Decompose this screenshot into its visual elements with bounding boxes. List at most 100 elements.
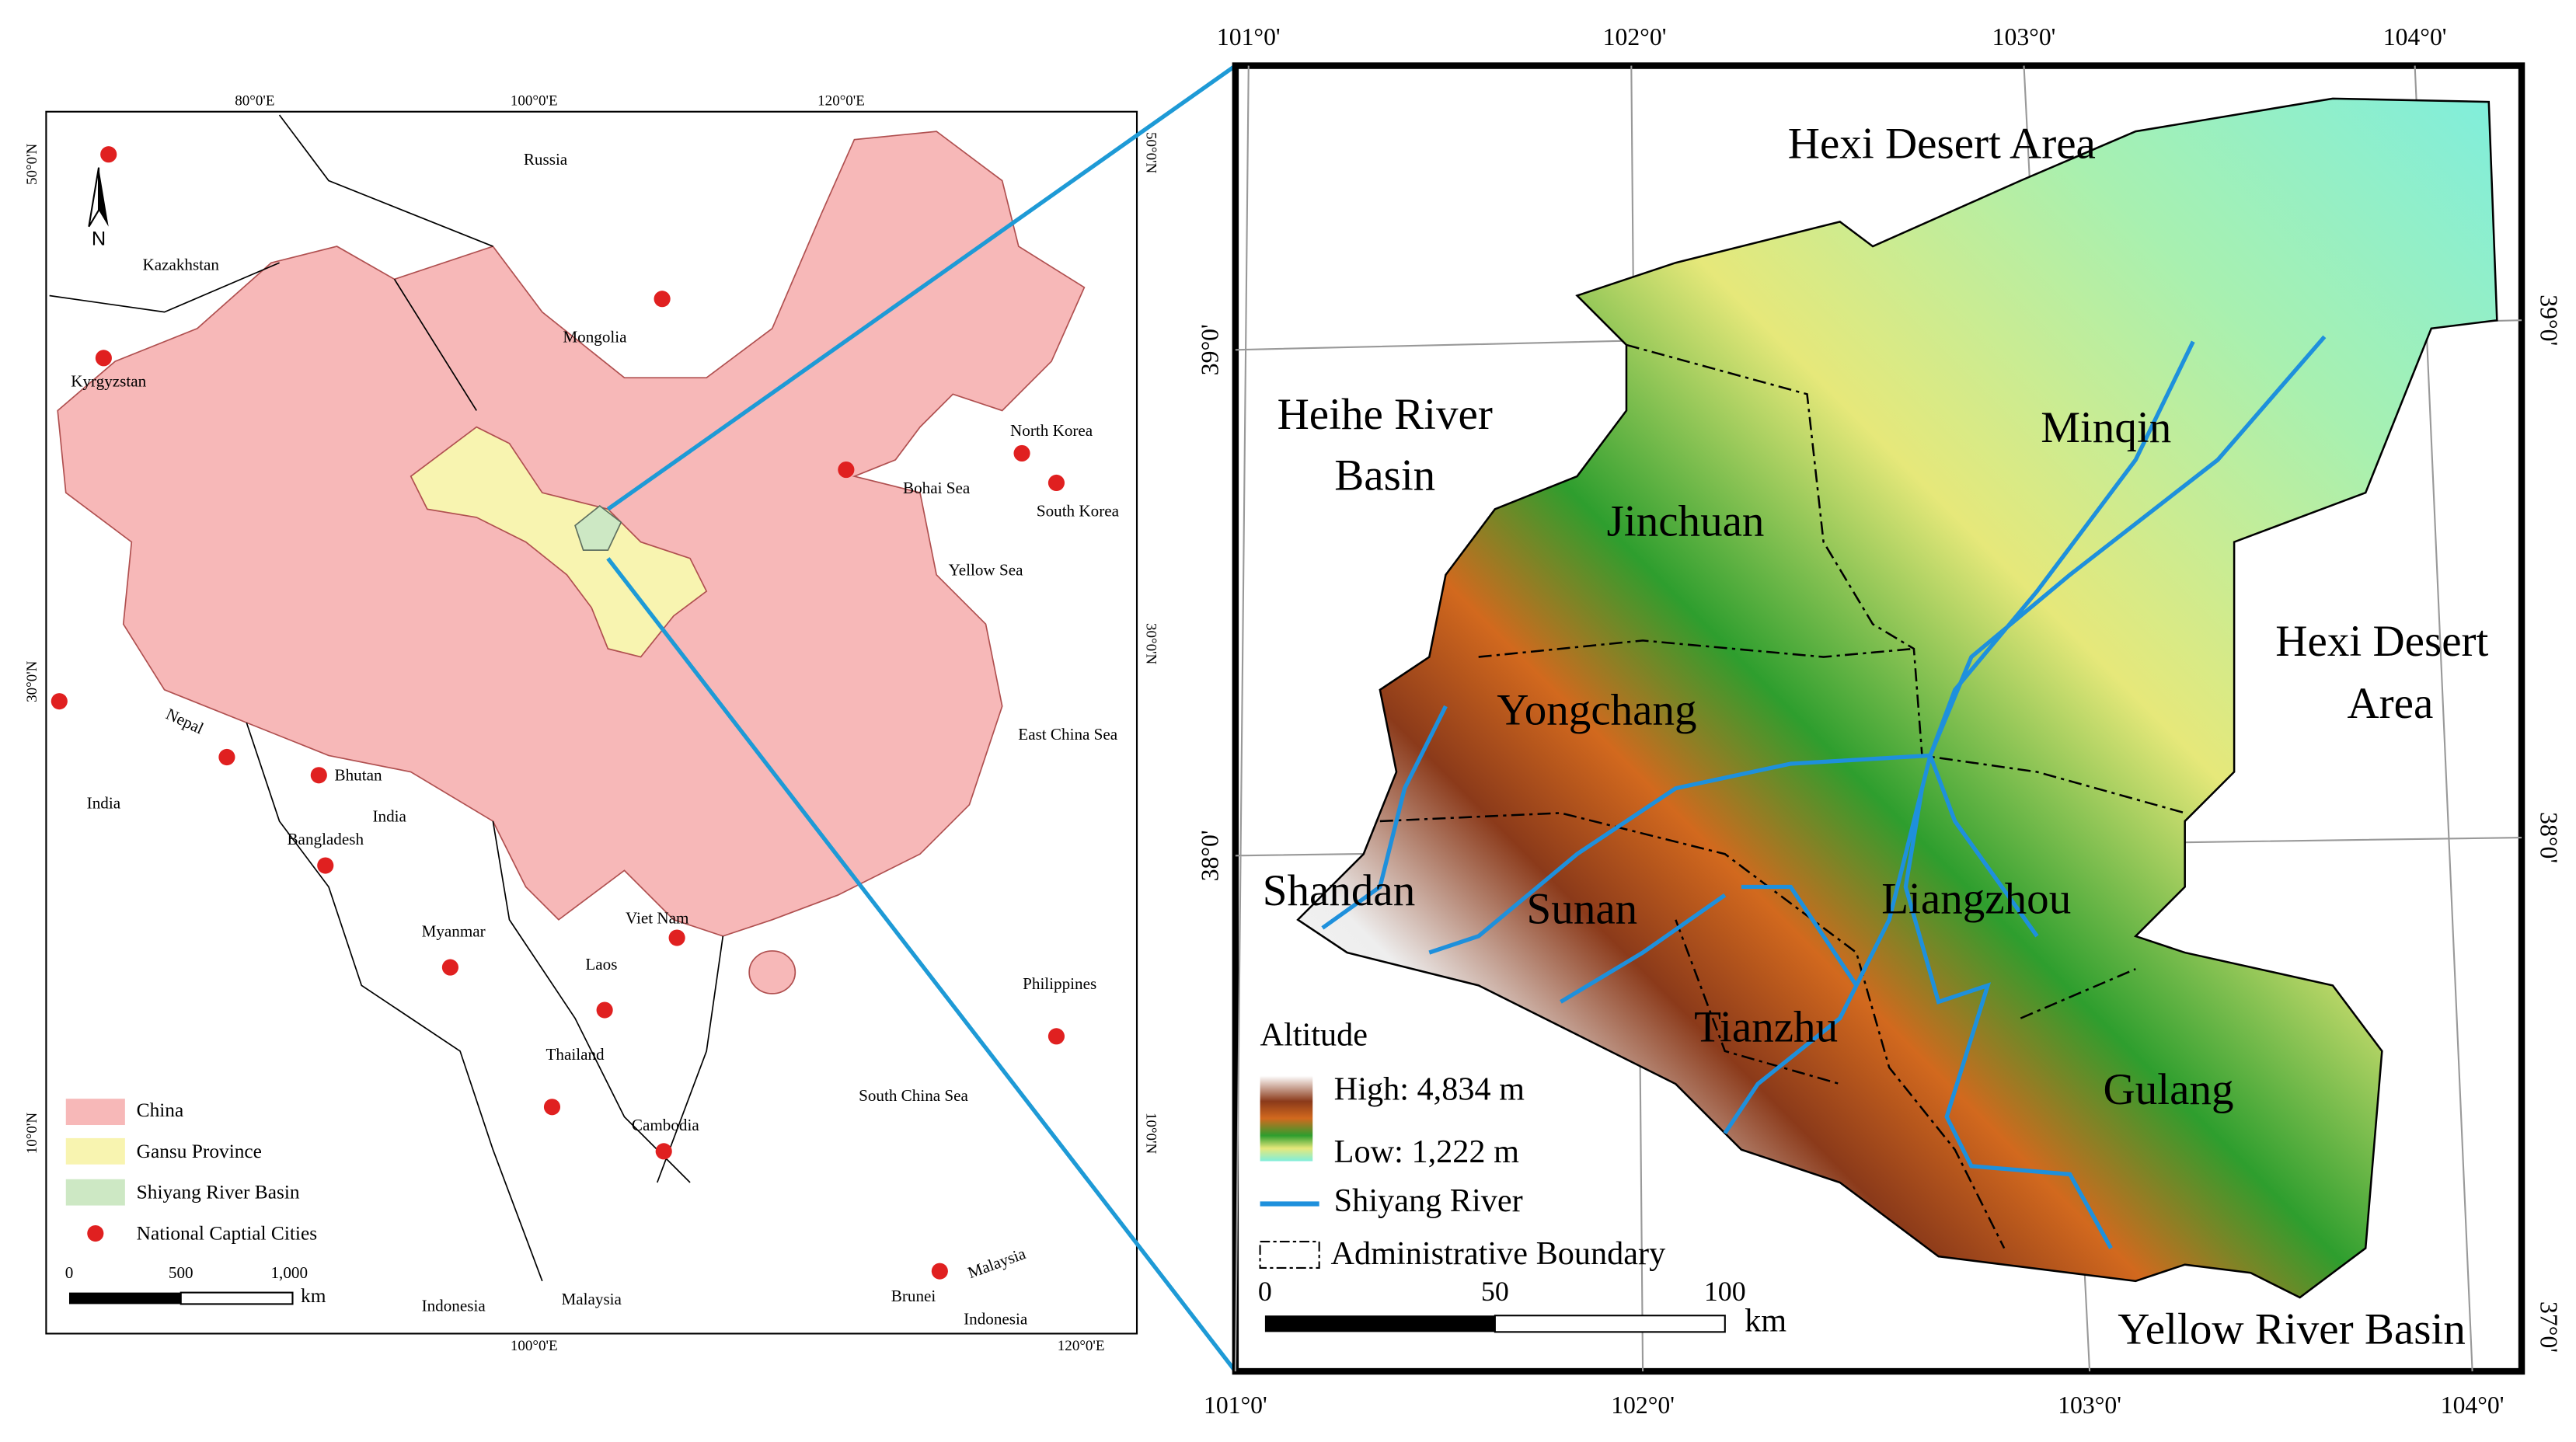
place-label: Yellow Sea [949,560,1023,579]
capital-city [931,1263,948,1280]
scale-unit: km [1745,1303,1786,1339]
lon-label: 120°0'E [1058,1338,1105,1354]
legend-label: Shiyang River Basin [137,1182,300,1203]
north-arrow [99,167,109,227]
legend-title: Altitude [1260,1017,1368,1054]
capital-city [654,291,671,308]
place-label: Brunei [891,1287,936,1305]
place-label: Russia [524,150,568,169]
borders [49,114,724,1282]
zoom-line [606,64,1237,511]
lon-label: 104°0' [2383,23,2447,51]
place-label: South Korea [1037,501,1120,520]
legend-ramp [1260,1075,1313,1162]
capital-city [51,693,68,710]
place-label: Kyrgyzstan [71,371,146,390]
lon-label: 102°0' [1603,23,1667,51]
scale-label: 0 [1258,1276,1272,1307]
legend-label: Administrative Boundary [1330,1235,1665,1272]
capital-city [100,146,117,163]
lon-label: 80°0'E [235,92,274,109]
lon-label: 104°0' [2441,1391,2505,1419]
place-label: Philippines [1023,974,1096,993]
legend-label: Low: 1,222 m [1334,1134,1519,1170]
place-label: Sunan [1527,884,1638,933]
place-label: Myanmar [422,922,486,941]
capital-city [668,929,685,946]
capital-city [218,748,235,766]
scale-label: 100 [1704,1276,1746,1307]
capital-city [1013,444,1030,462]
capital-city [655,1143,672,1160]
lon-label: 101°0' [1204,1391,1267,1419]
lon-label: 100°0'E [511,1338,558,1354]
hainan [748,950,797,994]
gansu [410,426,708,658]
place-label: North Korea [1010,421,1093,440]
lat-label: 39°0' [1197,324,1224,375]
legend-swatch [65,1179,125,1206]
place-label: Malaysia [561,1290,622,1308]
lon-label: 103°0' [2058,1391,2121,1419]
lat-label: 10°0'N [24,1113,40,1155]
lat-label: 38°0' [2535,812,2562,863]
capital-city [543,1099,561,1116]
place-label: Cambodia [632,1116,699,1134]
legend-label: Shiyang River [1334,1183,1523,1219]
place-label: Viet Nam [626,909,689,928]
scale-label: 0 [65,1263,74,1282]
place-label: Area [2347,679,2433,728]
capital-city [95,350,112,367]
scale-bar [68,1292,181,1304]
basin [574,505,622,552]
place-label: Bohai Sea [903,479,971,497]
place-label: Yellow River Basin [2118,1305,2466,1354]
lat-label: 50°0'N [1143,132,1159,174]
capital-city [1047,474,1065,492]
scale-label: 50 [1481,1276,1509,1307]
legend-label: High: 4,834 m [1334,1071,1525,1107]
place-label: Laos [585,955,617,974]
place-label: Minqin [2041,403,2171,452]
place-label: Hexi Desert Area [1788,119,2096,168]
legend-label: China [137,1099,184,1121]
legend-label: National Captial Cities [137,1222,317,1244]
capital-city [441,959,458,976]
legend-label: Gansu Province [137,1141,262,1162]
place-label: Basin [1334,451,1435,500]
place-label: Bangladesh [287,830,364,848]
place-label: Liangzhou [1881,875,2071,924]
scale-bar [1264,1315,1495,1332]
place-label: Shandan [1263,866,1416,915]
legend-boundary [1259,1241,1320,1269]
basin-dem [1296,97,2498,1299]
capital-city [838,462,855,479]
place-label: East China Sea [1018,725,1118,744]
scale-bar [1494,1315,1726,1333]
north-label: N [92,228,106,249]
lat-label: 30°0'N [1143,623,1159,665]
lon-label: 120°0'E [817,92,865,109]
legend-swatch [87,1224,104,1242]
capital-city [596,1001,613,1019]
scale-unit: km [301,1285,326,1307]
place-label: India [87,794,121,813]
lon-label: 102°0' [1611,1391,1675,1419]
capital-city [310,767,327,784]
place-label: South China Sea [859,1086,968,1105]
admin-boundary [1379,343,2186,1249]
scale-label: 1,000 [270,1263,308,1282]
place-label: Yongchang [1497,686,1696,735]
lat-label: 38°0' [1197,830,1224,881]
lat-label: 50°0'N [24,143,40,185]
place-label: Thailand [546,1045,605,1064]
lon-label: 100°0'E [511,92,558,109]
place-label: India [372,807,406,826]
scale-bar [180,1291,294,1305]
place-label: Mongolia [563,327,627,346]
place-label: Bhutan [335,766,382,785]
place-label: Tianzhu [1694,1003,1838,1052]
lat-label: 10°0'N [1143,1113,1159,1155]
zoom-line [606,557,1237,1373]
